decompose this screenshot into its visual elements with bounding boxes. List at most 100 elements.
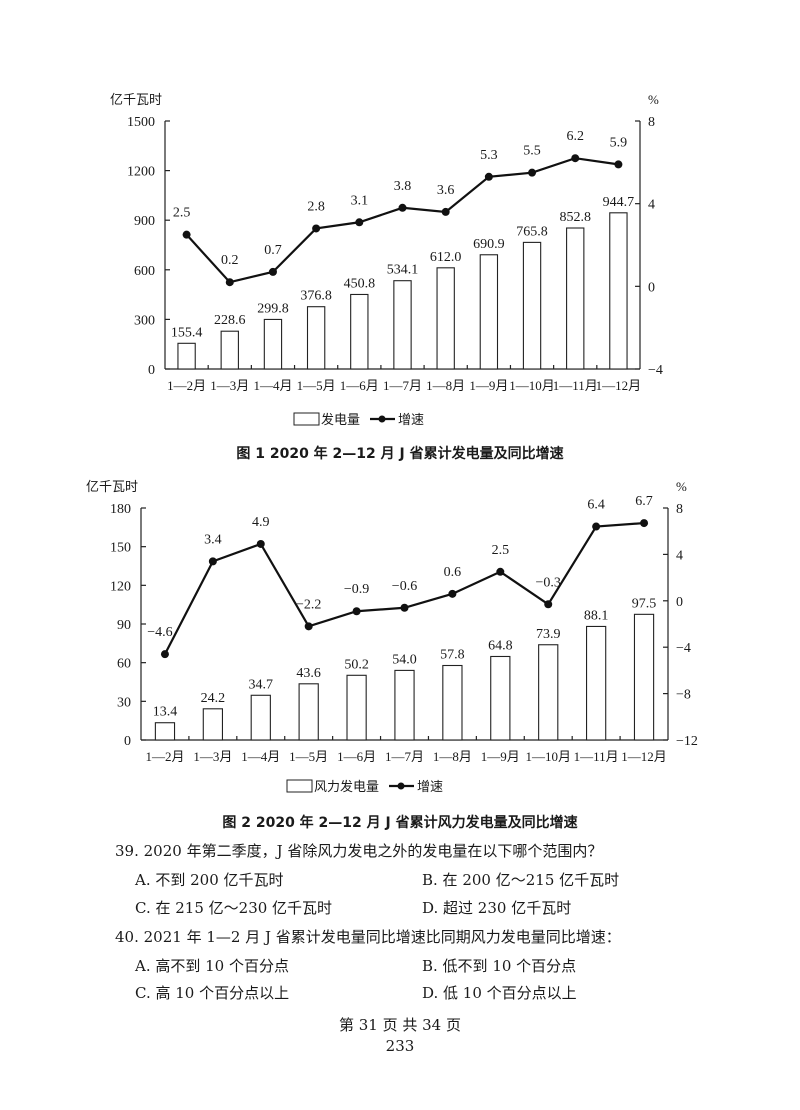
x-tick-label: 1—11月 — [574, 749, 619, 764]
chart-1-caption: 图 1 2020 年 2—12 月 J 省累计发电量及同比增速 — [236, 446, 564, 462]
left-tick-label: 300 — [134, 313, 155, 328]
growth-point — [528, 168, 537, 177]
bar — [154, 722, 176, 741]
option-40-b[interactable]: B. 低不到 10 个百分点 — [422, 957, 577, 975]
legend-line-label: 增速 — [417, 779, 443, 794]
bar — [586, 625, 607, 741]
bar-value-label: 57.8 — [440, 648, 465, 663]
option-39-c[interactable]: C. 在 215 亿～230 亿千瓦时 — [135, 899, 333, 917]
x-tick-label: 1—10月 — [509, 378, 555, 393]
bar-value-label: 376.8 — [300, 289, 332, 304]
bar-value-label: 43.6 — [296, 666, 321, 681]
growth-value-label: 3.1 — [351, 193, 369, 208]
bar-value-label: 54.0 — [392, 652, 417, 667]
growth-value-label: 6.2 — [566, 129, 584, 144]
growth-value-label: −4.6 — [147, 625, 172, 640]
x-tick-label: 1—3月 — [193, 749, 232, 764]
bar-value-label: 73.9 — [536, 627, 561, 642]
growth-value-label: 0.7 — [264, 243, 282, 258]
growth-value-label: 3.8 — [394, 179, 412, 194]
chart-2-caption: 图 2 2020 年 2—12 月 J 省累计风力发电量及同比增速 — [222, 815, 578, 831]
growth-value-label: 2.5 — [173, 206, 191, 221]
option-39-d[interactable]: D. 超过 230 亿千瓦时 — [422, 899, 572, 917]
bar-value-label: 299.8 — [257, 301, 289, 316]
x-tick-label: 1—5月 — [289, 749, 328, 764]
growth-point — [614, 160, 623, 169]
right-tick-label: 4 — [676, 548, 683, 563]
growth-value-label: 2.5 — [492, 543, 510, 558]
option-40-d[interactable]: D. 低 10 个百分点以上 — [422, 984, 577, 1002]
right-axis-unit: % — [648, 92, 659, 107]
legend-bar-swatch — [293, 412, 320, 426]
bar-value-label: 50.2 — [344, 657, 369, 672]
bar-value-label: 13.4 — [153, 705, 178, 720]
growth-value-label: 0.6 — [444, 565, 462, 580]
left-tick-label: 150 — [110, 541, 131, 556]
bar-value-label: 765.8 — [516, 224, 548, 239]
right-tick-label: 0 — [676, 595, 683, 610]
x-tick-label: 1—12月 — [596, 378, 642, 393]
x-tick-label: 1—4月 — [241, 749, 280, 764]
growth-value-label: −0.6 — [392, 579, 417, 594]
option-39-b[interactable]: B. 在 200 亿～215 亿千瓦时 — [422, 871, 620, 889]
x-tick-label: 1—4月 — [253, 378, 292, 393]
right-tick-label: −4 — [648, 363, 663, 378]
bar-value-label: 534.1 — [387, 263, 419, 278]
bar-value-label: 228.6 — [214, 313, 246, 328]
option-39-a[interactable]: A. 不到 200 亿千瓦时 — [135, 871, 284, 889]
growth-value-label: 3.6 — [437, 183, 455, 198]
bar — [633, 613, 655, 741]
growth-value-label: 5.5 — [523, 144, 541, 159]
left-tick-label: 1500 — [127, 115, 155, 130]
right-tick-label: 0 — [648, 280, 655, 295]
growth-point — [571, 154, 580, 163]
growth-point — [640, 519, 649, 528]
left-tick-label: 0 — [124, 734, 131, 749]
chart-2: 亿千瓦时 % 0 30 60 90 120 150 180 −12 −8 −4 0 4 8 1—2月 13.4 1… — [86, 479, 698, 794]
growth-point — [592, 522, 601, 531]
right-tick-label: 8 — [648, 115, 655, 130]
option-40-a[interactable]: A. 高不到 10 个百分点 — [135, 957, 289, 975]
bar-value-label: 88.1 — [584, 608, 609, 623]
growth-point — [256, 539, 265, 548]
question-39: 39. 2020 年第二季度，J 省除风力发电之外的发电量在以下哪个范围内？ — [115, 842, 603, 860]
left-tick-label: 1200 — [127, 165, 155, 180]
bar-value-label: 34.7 — [249, 677, 274, 692]
left-tick-label: 900 — [134, 214, 155, 229]
x-tick-label: 1—7月 — [383, 378, 422, 393]
growth-value-label: 5.3 — [480, 148, 498, 163]
right-tick-label: −12 — [676, 734, 698, 749]
growth-value-label: 2.8 — [307, 199, 325, 214]
x-tick-label: 1—9月 — [481, 749, 520, 764]
x-tick-label: 1—8月 — [433, 749, 472, 764]
growth-point — [400, 603, 409, 612]
growth-value-label: 4.9 — [252, 515, 270, 530]
x-tick-label: 1—3月 — [210, 378, 249, 393]
x-tick-label: 1—2月 — [167, 378, 206, 393]
bar — [522, 241, 542, 370]
legend-line-marker — [378, 415, 386, 423]
bar — [538, 644, 559, 741]
bar-value-label: 24.2 — [201, 691, 226, 706]
bar — [393, 280, 412, 370]
growth-value-label: 0.2 — [221, 253, 239, 268]
growth-point — [182, 230, 191, 239]
option-40-c[interactable]: C. 高 10 个百分点以上 — [135, 984, 290, 1002]
right-tick-label: 8 — [676, 502, 683, 517]
right-tick-label: 4 — [648, 198, 655, 213]
bar — [263, 318, 283, 370]
bar-value-label: 690.9 — [473, 237, 505, 252]
growth-point — [441, 207, 450, 216]
right-axis-unit: % — [676, 479, 687, 494]
bar — [250, 694, 271, 741]
bar-value-label: 612.0 — [430, 250, 462, 265]
left-axis-unit: 亿千瓦时 — [86, 479, 138, 494]
bar-value-label: 944.7 — [603, 195, 635, 210]
bar — [298, 683, 319, 741]
left-tick-label: 180 — [110, 502, 131, 517]
growth-point — [398, 203, 407, 212]
growth-point — [312, 224, 321, 233]
x-tick-label: 1—12月 — [621, 749, 667, 764]
left-tick-label: 600 — [134, 264, 155, 279]
x-tick-label: 1—2月 — [145, 749, 184, 764]
